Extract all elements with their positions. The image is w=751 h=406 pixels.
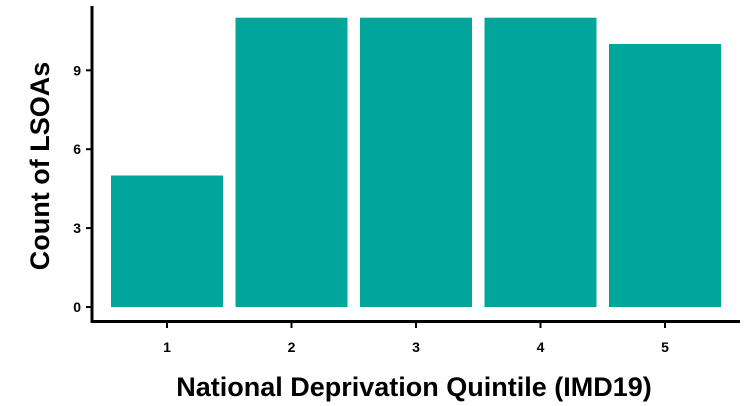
x-tick-label: 5 [661, 339, 669, 355]
y-tick-label: 0 [73, 299, 81, 315]
x-tick-label: 4 [537, 339, 545, 355]
x-tick-label: 3 [412, 339, 420, 355]
bar-5 [609, 44, 721, 307]
y-axis-ticks: 0 3 6 9 [73, 62, 92, 315]
y-tick-label: 6 [73, 141, 81, 157]
y-tick-label: 9 [73, 62, 81, 78]
x-axis-title: National Deprivation Quintile (IMD19) [176, 372, 652, 402]
x-tick-label: 2 [288, 339, 296, 355]
bar-3 [360, 17, 472, 307]
x-axis-ticks: 1 2 3 4 5 [163, 322, 669, 355]
x-tick-label: 1 [163, 339, 171, 355]
bar-4 [484, 17, 597, 307]
bars-group [111, 17, 721, 307]
bar-2 [235, 17, 348, 307]
bar-1 [111, 175, 223, 307]
y-tick-label: 3 [73, 220, 81, 236]
y-axis-title: Count of LSOAs [25, 62, 55, 270]
